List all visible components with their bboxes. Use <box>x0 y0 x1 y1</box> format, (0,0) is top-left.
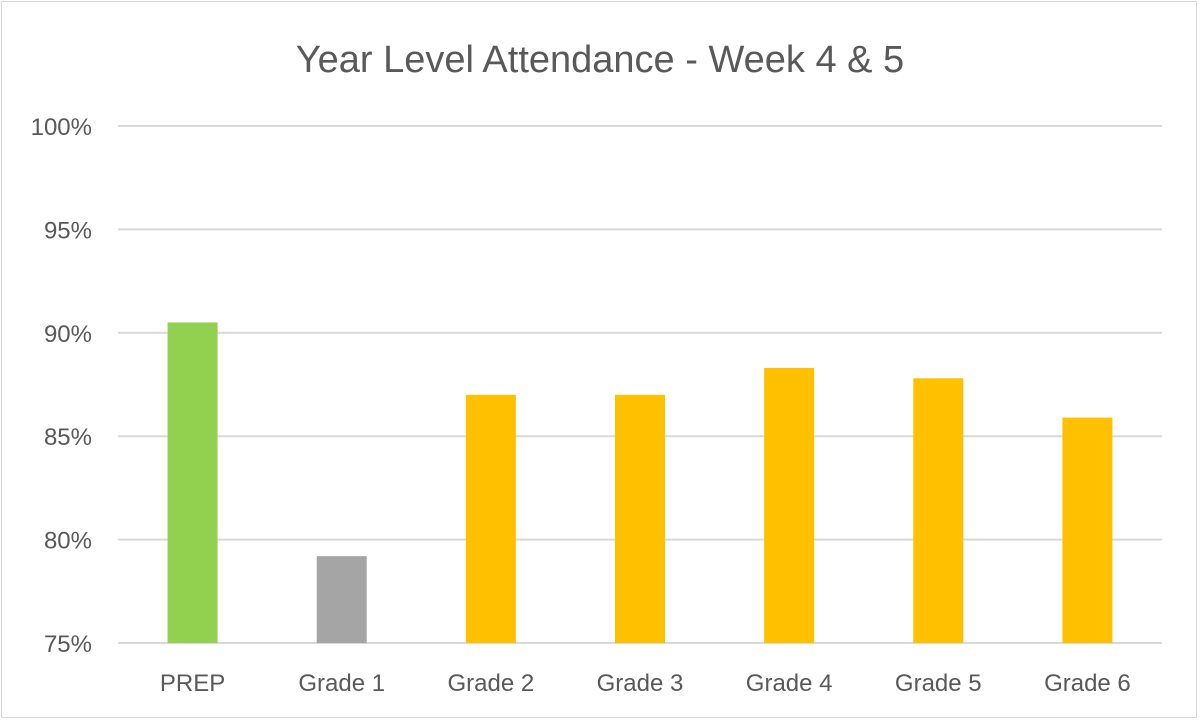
bar-grade-1 <box>316 556 367 643</box>
x-axis-tick-labels: PREP Grade 1 Grade 2 Grade 3 Grade 4 Grade 5 G… <box>160 670 1131 697</box>
bar-grade-2 <box>465 394 516 643</box>
y-tick-label: 80% <box>44 528 92 555</box>
gridlines <box>118 125 1162 644</box>
y-axis-tick-labels: 75% 80% 85% 90% 95% 100% <box>31 114 92 658</box>
x-tick-label: Grade 6 <box>1044 670 1131 697</box>
x-tick-label: PREP <box>160 670 225 697</box>
bar-grade-6 <box>1062 417 1113 643</box>
bar-grade-5 <box>913 378 964 643</box>
x-tick-label: Grade 2 <box>447 670 534 697</box>
x-tick-label: Grade 5 <box>895 670 982 697</box>
x-tick-label: Grade 3 <box>597 670 684 697</box>
y-tick-label: 85% <box>44 424 92 451</box>
x-tick-label: Grade 1 <box>298 670 385 697</box>
y-tick-label: 75% <box>44 631 92 658</box>
chart-title: Year Level Attendance - Week 4 & 5 <box>296 39 904 81</box>
bar-grade-4 <box>764 367 815 643</box>
bar-prep <box>167 322 218 643</box>
bars <box>167 322 1113 643</box>
x-tick-label: Grade 4 <box>746 670 833 697</box>
y-tick-label: 95% <box>44 217 92 244</box>
y-tick-label: 100% <box>31 114 92 141</box>
bar-grade-3 <box>615 394 665 643</box>
y-tick-label: 90% <box>44 321 92 348</box>
